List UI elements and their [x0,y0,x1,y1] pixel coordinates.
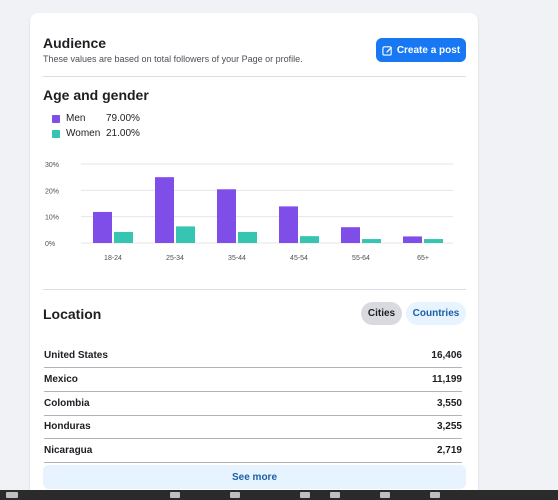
bar-women-18-24[interactable] [114,231,133,243]
x-tick-label: 18-24 [104,255,122,262]
bar-men-55-64[interactable] [341,227,360,243]
bar-men-35-44[interactable] [217,189,236,243]
create-post-label: Create a post [396,44,461,56]
bar-women-35-44[interactable] [238,231,257,243]
taskbar-icon[interactable] [300,492,310,498]
bar-women-55-64[interactable] [362,239,381,243]
women-swatch [52,129,60,138]
bar-men-18-24[interactable] [93,211,112,243]
chart-divider [43,289,466,290]
bar-men-65+[interactable] [403,236,422,243]
taskbar-icon[interactable] [330,492,340,498]
location-name: Honduras [44,421,91,432]
y-tick-label: 0% [45,241,55,248]
bar-women-65+[interactable] [424,239,443,243]
location-row: Nicaragua 2,719 [44,439,462,463]
y-tick-label: 20% [45,188,59,195]
men-swatch [52,114,60,123]
taskbar-icon[interactable] [380,492,390,498]
see-more-button[interactable]: See more [43,465,466,489]
location-name: United States [44,350,108,361]
location-title: Location [43,306,102,322]
x-tick-label: 65+ [417,255,429,262]
taskbar-icon[interactable] [6,492,18,498]
location-value: 16,406 [431,350,462,361]
legend-men-label: Men [66,113,86,124]
location-row: Colombia 3,550 [44,392,462,416]
header-divider [43,76,466,77]
taskbar-icon[interactable] [230,492,240,498]
legend-women-value: 21.00% [106,128,140,139]
location-row: Mexico 11,199 [44,368,462,392]
bar-women-25-34[interactable] [176,226,195,243]
location-value: 3,550 [436,398,462,409]
taskbar [0,490,558,500]
audience-card: Audience These values are based on total… [30,13,478,498]
location-value: 3,255 [436,421,462,432]
age-gender-title: Age and gender [43,87,149,103]
bar-men-25-34[interactable] [155,177,174,243]
y-tick-label: 30% [45,162,59,169]
location-row: United States 16,406 [44,344,462,368]
location-name: Nicaragua [44,445,93,456]
tab-countries[interactable]: Countries [406,302,466,325]
location-name: Mexico [44,374,78,385]
audience-title: Audience [43,35,107,51]
tab-cities[interactable]: Cities [361,302,402,325]
x-tick-label: 25-34 [166,255,184,262]
legend-men-value: 79.00% [106,113,140,124]
age-gender-chart: 30% 20% 10% 0% 18-24 25-34 35-44 45-54 55-64 65+ [45,162,453,262]
legend-women: Women 21.00% [52,128,156,139]
legend-men: Men 79.00% [52,113,156,124]
bar-women-45-54[interactable] [300,236,319,243]
y-tick-label: 10% [45,215,59,222]
taskbar-icon[interactable] [170,492,180,498]
location-row: Honduras 3,255 [44,415,462,439]
legend-women-label: Women [66,128,101,139]
x-tick-label: 35-44 [228,255,246,262]
taskbar-icon[interactable] [430,492,440,498]
location-name: Colombia [44,398,90,409]
bar-men-45-54[interactable] [279,206,298,243]
x-tick-label: 45-54 [290,255,308,262]
audience-subtitle: These values are based on total follower… [43,54,303,64]
edit-icon [382,45,392,56]
x-tick-label: 55-64 [352,255,370,262]
create-post-button[interactable]: Create a post [376,38,466,62]
location-value: 11,199 [431,374,462,385]
location-value: 2,719 [436,445,462,456]
